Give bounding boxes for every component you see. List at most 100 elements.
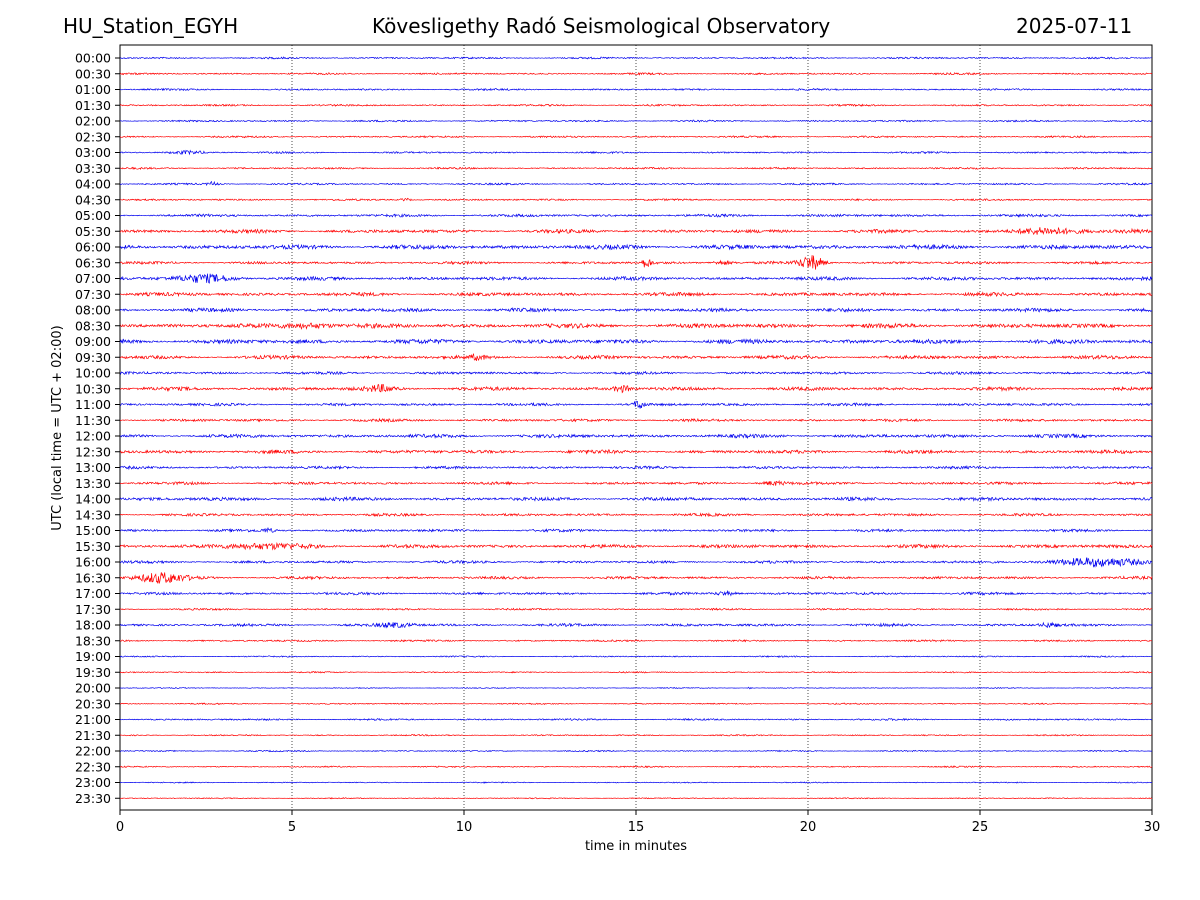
- x-tick-label-25: 25: [972, 820, 989, 835]
- trace-23:00: [119, 781, 1153, 784]
- trace-16:30: [119, 572, 1153, 584]
- trace-20:30: [119, 702, 1153, 706]
- y-tick-label-18:30: 18:30: [75, 633, 111, 648]
- trace-01:00: [119, 87, 1153, 92]
- y-tick-label-08:00: 08:00: [75, 303, 111, 318]
- y-tick-label-22:30: 22:30: [75, 759, 111, 774]
- trace-12:30: [119, 448, 1153, 455]
- trace-18:30: [119, 639, 1153, 643]
- station-name: HU_Station_EGYH: [63, 14, 239, 38]
- y-tick-label-00:00: 00:00: [75, 51, 111, 66]
- y-tick-label-10:00: 10:00: [75, 366, 111, 381]
- trace-03:00: [119, 149, 1153, 156]
- trace-22:00: [119, 749, 1153, 753]
- y-tick-label-07:30: 07:30: [75, 287, 111, 302]
- y-tick-label-12:30: 12:30: [75, 444, 111, 459]
- y-tick-label-16:00: 16:00: [75, 555, 111, 570]
- y-tick-label-03:00: 03:00: [75, 145, 111, 160]
- trace-18:00: [119, 621, 1153, 629]
- trace-19:00: [119, 655, 1153, 658]
- y-tick-label-05:30: 05:30: [75, 224, 111, 239]
- trace-08:30: [119, 322, 1153, 330]
- trace-05:00: [119, 213, 1153, 218]
- trace-20:00: [119, 686, 1152, 690]
- trace-15:30: [119, 541, 1153, 551]
- y-tick-label-16:30: 16:30: [75, 570, 111, 585]
- y-tick-label-05:00: 05:00: [75, 208, 111, 223]
- y-tick-label-17:30: 17:30: [75, 602, 111, 617]
- trace-11:30: [119, 417, 1153, 423]
- y-tick-label-13:00: 13:00: [75, 460, 111, 475]
- trace-17:00: [119, 589, 1153, 597]
- trace-16:00: [119, 557, 1153, 568]
- trace-12:00: [119, 433, 1153, 440]
- x-axis-label: time in minutes: [585, 839, 687, 854]
- y-tick-label-14:00: 14:00: [75, 492, 111, 507]
- y-tick-label-10:30: 10:30: [75, 381, 111, 396]
- trace-13:30: [119, 479, 1153, 486]
- trace-14:00: [119, 495, 1153, 503]
- trace-21:00: [119, 717, 1153, 722]
- trace-10:30: [119, 383, 1153, 394]
- trace-10:00: [119, 370, 1153, 376]
- x-tick-label-10: 10: [456, 820, 473, 835]
- y-tick-label-21:00: 21:00: [75, 712, 111, 727]
- y-tick-label-09:30: 09:30: [75, 350, 111, 365]
- y-tick-label-13:30: 13:30: [75, 476, 111, 491]
- trace-11:00: [119, 400, 1153, 409]
- y-tick-label-11:30: 11:30: [75, 413, 111, 428]
- chart-date: 2025-07-11: [1016, 14, 1133, 38]
- y-tick-label-06:30: 06:30: [75, 255, 111, 270]
- x-tick-label-30: 30: [1144, 820, 1161, 835]
- y-tick-label-22:00: 22:00: [75, 744, 111, 759]
- trace-01:30: [119, 103, 1153, 107]
- seismic-traces: [119, 56, 1153, 800]
- x-tick-label-0: 0: [116, 820, 124, 835]
- trace-05:30: [119, 226, 1153, 236]
- y-tick-label-06:00: 06:00: [75, 240, 111, 255]
- trace-06:00: [119, 243, 1153, 251]
- y-tick-label-17:00: 17:00: [75, 586, 111, 601]
- y-tick-label-00:30: 00:30: [75, 66, 111, 81]
- trace-03:30: [119, 166, 1153, 171]
- y-tick-label-02:30: 02:30: [75, 129, 111, 144]
- y-tick-label-14:30: 14:30: [75, 507, 111, 522]
- y-tick-label-07:00: 07:00: [75, 271, 111, 286]
- trace-21:30: [119, 734, 1153, 737]
- y-tick-label-09:00: 09:00: [75, 334, 111, 349]
- y-tick-label-20:00: 20:00: [75, 681, 111, 696]
- y-tick-label-04:30: 04:30: [75, 192, 111, 207]
- trace-13:00: [119, 464, 1153, 471]
- grid-lines: [291, 45, 981, 810]
- trace-07:00: [119, 273, 1153, 284]
- trace-06:30: [119, 255, 1153, 270]
- y-tick-label-20:30: 20:30: [75, 696, 111, 711]
- y-tick-label-01:00: 01:00: [75, 82, 111, 97]
- x-tick-label-15: 15: [628, 820, 645, 835]
- y-tick-label-15:30: 15:30: [75, 539, 111, 554]
- trace-17:30: [119, 607, 1153, 612]
- x-tick-label-20: 20: [800, 820, 817, 835]
- y-axis-label: UTC (local time = UTC + 02:00): [50, 325, 65, 530]
- y-tick-label-03:30: 03:30: [75, 161, 111, 176]
- y-tick-label-11:00: 11:00: [75, 397, 111, 412]
- trace-19:30: [119, 670, 1153, 674]
- y-tick-label-08:30: 08:30: [75, 318, 111, 333]
- trace-02:00: [119, 119, 1153, 123]
- y-tick-label-04:00: 04:00: [75, 177, 111, 192]
- y-tick-label-01:30: 01:30: [75, 98, 111, 113]
- y-tick-label-15:00: 15:00: [75, 523, 111, 538]
- trace-23:30: [119, 797, 1153, 800]
- x-tick-labels: 0 5 10 15 20 25 30: [116, 810, 1160, 835]
- trace-09:30: [119, 353, 1153, 362]
- y-tick-label-23:00: 23:00: [75, 775, 111, 790]
- trace-04:30: [119, 197, 1153, 202]
- y-tick-label-12:00: 12:00: [75, 429, 111, 444]
- y-tick-labels: 00:0000:3001:0001:3002:0002:3003:0003:30…: [75, 51, 120, 806]
- y-tick-label-02:00: 02:00: [75, 114, 111, 129]
- trace-02:30: [119, 135, 1153, 139]
- y-tick-label-21:30: 21:30: [75, 728, 111, 743]
- trace-09:00: [119, 338, 1153, 345]
- y-tick-label-19:30: 19:30: [75, 665, 111, 680]
- y-tick-label-18:00: 18:00: [75, 618, 111, 633]
